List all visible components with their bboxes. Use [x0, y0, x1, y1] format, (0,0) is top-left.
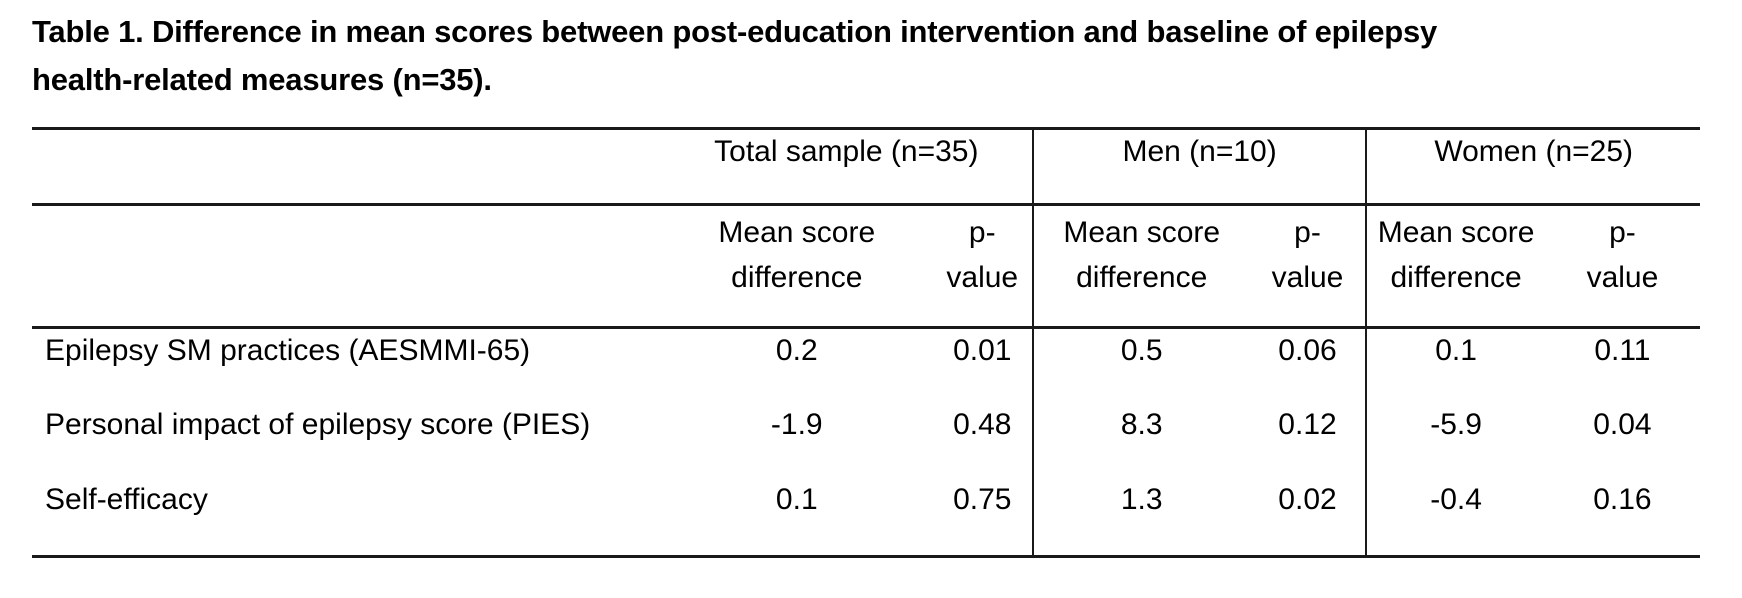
value-cell: 0.02 — [1249, 477, 1367, 558]
row-label: Personal impact of epilepsy score (PIES) — [45, 407, 591, 441]
group-header-women: Women (n=25) — [1365, 127, 1700, 206]
value-cell: -0.4 — [1365, 477, 1545, 558]
subheader-text: p-value — [1271, 216, 1344, 294]
subheader-text: Mean score difference — [718, 216, 876, 294]
corner-cell — [32, 204, 661, 329]
subheader-text: Mean score difference — [1063, 216, 1221, 294]
value-cell: 0.2 — [775, 334, 818, 367]
subheader-row: Mean score difference p-value Mean score… — [32, 204, 1700, 329]
value-cell: 0.06 — [1278, 334, 1337, 367]
table-row: Epilepsy SM practices (AESMMI-65) 0.2 0.… — [32, 327, 1700, 403]
subheader-p-men: p-value — [1249, 204, 1367, 329]
group-header-total: Total sample (n=35) — [660, 127, 1033, 206]
table-row: Self-efficacy 0.1 0.75 1.3 0.02 -0.4 0.1… — [32, 477, 1700, 558]
row-label: Epilepsy SM practices (AESMMI-65) — [45, 334, 531, 367]
value-cell: 0.48 — [953, 407, 1012, 441]
value-cell: 0.1 — [1365, 327, 1545, 403]
subheader-text: p-value — [1586, 216, 1659, 294]
value-cell: 0.12 — [1278, 407, 1337, 441]
value-cell: 0.01 — [953, 334, 1012, 367]
value-cell: 0.11 — [1594, 334, 1651, 367]
value-cell: 0.16 — [1544, 477, 1700, 558]
subheader-p-total: p-value — [932, 204, 1033, 329]
value-cell: 0.75 — [932, 477, 1033, 558]
value-cell: -1.9 — [770, 407, 823, 441]
subheader-mean-women: Mean score difference — [1365, 204, 1545, 329]
group-header-row: Total sample (n=35) Men (n=10) Women (n=… — [32, 127, 1700, 206]
table-row: Personal impact of epilepsy score (PIES)… — [32, 402, 1700, 478]
value-cell: 8.3 — [1031, 402, 1250, 478]
value-cell: 0.1 — [660, 477, 933, 558]
value-cell: 0.5 — [1031, 327, 1250, 403]
corner-cell — [32, 127, 661, 206]
table-caption: Table 1. Difference in mean scores betwe… — [32, 14, 1438, 97]
subheader-mean-men: Mean score difference — [1031, 204, 1250, 329]
value-cell: -5.9 — [1365, 402, 1545, 478]
subheader-text: p-value — [946, 216, 1019, 294]
subheader-p-women: p-value — [1544, 204, 1700, 329]
value-cell: 1.3 — [1031, 477, 1250, 558]
group-header-men: Men (n=10) — [1031, 127, 1367, 206]
subheader-text: Mean score difference — [1377, 216, 1535, 294]
value-cell: 0.04 — [1593, 407, 1652, 441]
row-label: Self-efficacy — [32, 477, 661, 558]
subheader-mean-total: Mean score difference — [660, 204, 933, 329]
results-table: Total sample (n=35) Men (n=10) Women (n=… — [32, 127, 1700, 558]
